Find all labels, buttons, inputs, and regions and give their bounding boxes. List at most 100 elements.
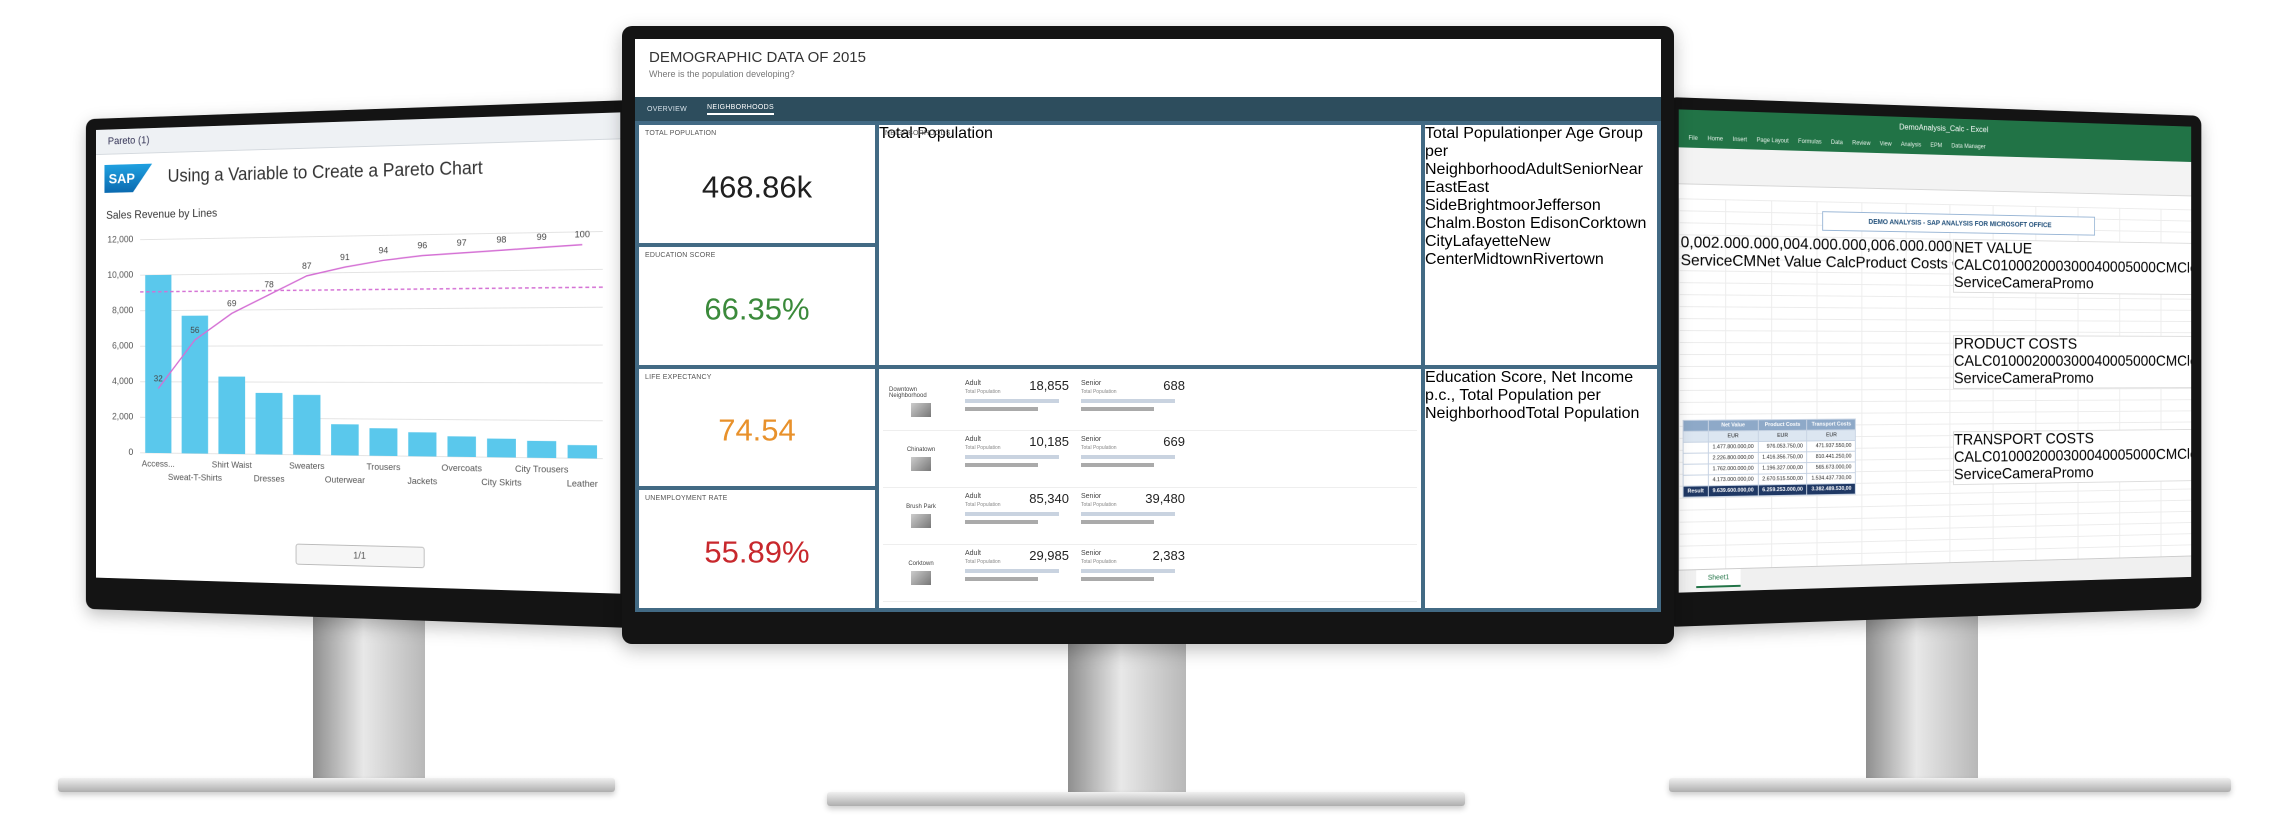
- stand-neck: [313, 600, 425, 780]
- ribbon-tab[interactable]: Page Layout: [1756, 137, 1789, 145]
- cell: 4.173.000.000,00: [1708, 474, 1758, 486]
- bar: [369, 428, 398, 457]
- group-value: 10,185: [1029, 434, 1069, 450]
- monitor-center: DEMOGRAPHIC DATA OF 2015 Where is the po…: [622, 26, 1674, 644]
- x-tick-label: City Skirts: [481, 477, 522, 488]
- group-label: Senior: [1081, 379, 1102, 387]
- ribbon-tab[interactable]: Insert: [1732, 136, 1748, 144]
- group-value: 688: [1163, 377, 1185, 393]
- ribbon-tab[interactable]: Formulas: [1798, 138, 1822, 146]
- category-label: Camera: [2001, 370, 2053, 387]
- population-chart: Total Populationper Age Group per Neighb…: [1425, 125, 1657, 365]
- group: Senior 2,383 Total Population: [1081, 548, 1185, 596]
- stand-neck: [1866, 600, 1978, 780]
- y-tick-label: 4,000: [112, 376, 133, 387]
- result-label: Result: [1683, 485, 1709, 498]
- bubble-tile: Education Score, Net Income p.c., Total …: [1425, 368, 1657, 608]
- data-label: 56: [190, 325, 199, 335]
- category-label: Corktown City: [1425, 215, 1647, 250]
- x-tick-label: 5000: [2125, 259, 2156, 276]
- tile-title: LIFE EXPECTANCY: [645, 373, 712, 381]
- map: Total Population: [879, 125, 1421, 365]
- group-value: 669: [1163, 434, 1185, 450]
- bar: [331, 424, 359, 456]
- header-cell: Transport Costs: [1807, 419, 1856, 431]
- thumbnail: [911, 514, 931, 529]
- ribbon-tab[interactable]: Home: [1707, 136, 1724, 143]
- cumulative-line: [158, 245, 582, 390]
- bar-tile: Total Populationper Age Group per Neighb…: [1425, 125, 1657, 365]
- x-tick-label: 2000: [2032, 448, 2064, 465]
- bar: [255, 392, 283, 455]
- x-tick-label: Sweaters: [289, 460, 325, 471]
- heading: Using a Variable to Create a Pareto Char…: [167, 158, 483, 187]
- group-label: Senior: [1081, 436, 1102, 444]
- group-caption: Total Population: [965, 445, 1001, 452]
- monitor-left: Pareto (1) SAP Using a Variable to Creat…: [85, 100, 633, 628]
- bar-track: [1081, 463, 1154, 468]
- neighborhood-row: Downtown Neighborhood Adult 18,855 Total Po…: [883, 375, 1417, 432]
- chart-title: Sales Revenue by Lines: [106, 208, 217, 222]
- kpi-tile: EDUCATION SCORE 66.35%: [639, 246, 875, 365]
- x-tick-label: 4000: [2094, 447, 2126, 464]
- name: Downtown Neighborhood: [889, 387, 927, 400]
- category-label: CM: [2155, 353, 2178, 370]
- grid-line: [140, 382, 603, 383]
- logo: SAP: [104, 164, 152, 193]
- bar-track: [965, 455, 1059, 460]
- result-cell: 9.639.600.000,00: [1708, 484, 1758, 497]
- group-caption: Total Population: [1081, 502, 1117, 509]
- category-label: CM: [2155, 446, 2178, 463]
- category-label: Camera: [2001, 465, 2053, 483]
- group-caption: Total Population: [1081, 445, 1117, 452]
- ribbon-tab[interactable]: View: [1879, 141, 1892, 148]
- ribbon-tab[interactable]: Review: [1852, 140, 1871, 147]
- category-label: New Center: [1425, 233, 1551, 268]
- thumbnail: [911, 571, 931, 586]
- ribbon-tab[interactable]: Data Manager: [1951, 143, 1986, 151]
- group-label: Adult: [965, 379, 981, 387]
- grid-line: [140, 232, 603, 240]
- legend-title: Total Population: [1525, 404, 1640, 422]
- bar: [145, 274, 172, 454]
- group-value: 29,985: [1029, 548, 1069, 564]
- bar-chart: NET VALUE CALC010002000300040005000CMClo…: [1953, 238, 2192, 296]
- bar-chart: TRANSPORT COSTS CALC01000200030004000500…: [1953, 428, 2192, 486]
- list-tile: Downtown Neighborhood Adult 18,855 Total Po…: [879, 368, 1421, 608]
- result-cell: 3.382.489.530,00: [1807, 483, 1856, 495]
- pager[interactable]: 1/1: [295, 543, 425, 569]
- y-tick-label: 8,000: [112, 305, 133, 316]
- ribbon-tab[interactable]: Data: [1831, 139, 1843, 147]
- x-tick-label: 5000: [2125, 447, 2156, 464]
- data-label: 99: [537, 232, 547, 243]
- bar-track: [1081, 455, 1175, 460]
- sheet-heading: DEMO ANALYSIS - SAP ANALYSIS FOR MICROSO…: [1822, 211, 2096, 236]
- ribbon-tab[interactable]: File: [1688, 135, 1698, 142]
- sheet-tab[interactable]: Sheet1: [1696, 568, 1741, 589]
- dashboard-subtitle: Where is the population developing?: [649, 69, 795, 79]
- cell: 471.937.550,00: [1807, 440, 1856, 452]
- category-label: Promo: [2052, 464, 2094, 482]
- data-table: Net Value Product Costs Transport Costs EUR…: [1682, 418, 1857, 498]
- category-label: Jefferson Chalm.: [1425, 197, 1601, 232]
- kpi-value: 66.35%: [704, 291, 810, 327]
- bar-track: [965, 569, 1059, 574]
- group-label: Adult: [965, 436, 981, 444]
- kpi-tile: UNEMPLOYMENT RATE 55.89%: [639, 490, 875, 608]
- cell: 1.477.800.000,00: [1708, 441, 1758, 453]
- x-tick-label: 2000: [2032, 353, 2064, 370]
- group: Adult 18,855 Total Population: [965, 378, 1069, 426]
- tab-bar: OVERVIEW NEIGHBORHOODS: [635, 97, 1661, 121]
- ribbon-tab[interactable]: Analysis: [1900, 142, 1922, 149]
- x-tick-label: 1000: [2000, 448, 2033, 466]
- ribbon-tab[interactable]: EPM: [1930, 142, 1943, 150]
- tab[interactable]: OVERVIEW: [647, 105, 688, 113]
- data-label: 69: [227, 298, 236, 308]
- pareto-chart: Sales Revenue by Lines 0 2,000 4,000 6,000 8,…: [106, 208, 620, 489]
- neighborhood-row: Chinatown Adult 10,185 Total Population Seni…: [883, 431, 1417, 489]
- thumbnail: [911, 403, 931, 418]
- neighborhood-name: Chinatown: [889, 436, 953, 482]
- cell: [1683, 463, 1709, 476]
- tab[interactable]: NEIGHBORHOODS: [707, 104, 774, 115]
- bar-track: [965, 398, 1059, 403]
